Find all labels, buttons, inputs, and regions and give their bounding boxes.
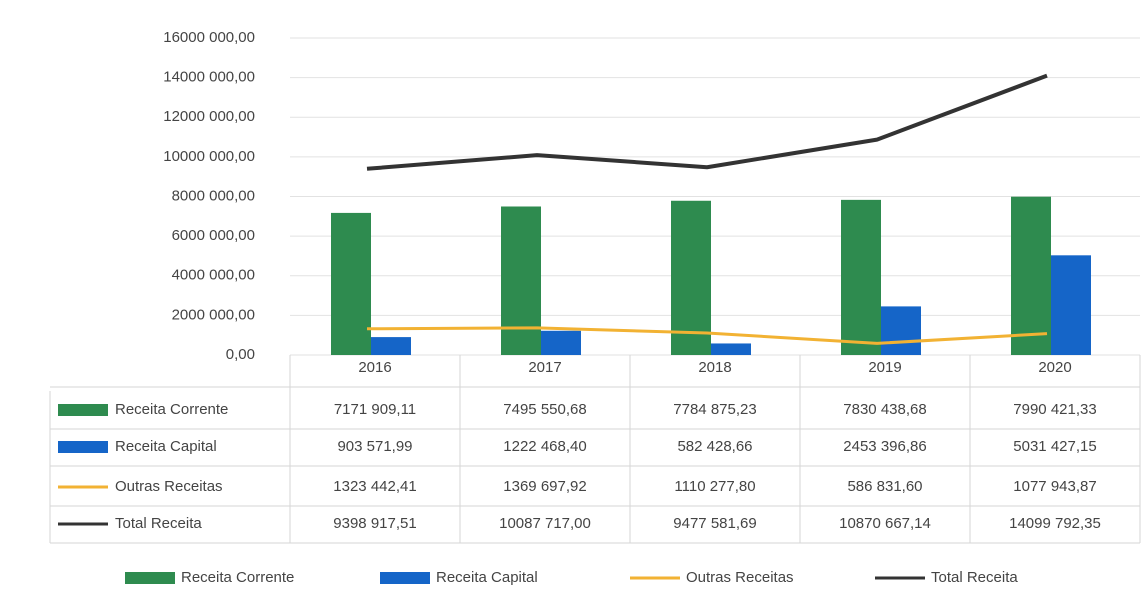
table-cell: 2453 396,86	[843, 438, 926, 455]
y-tick-label: 0,00	[226, 346, 255, 363]
legend-key	[380, 572, 430, 584]
y-tick-label: 10000 000,00	[163, 148, 255, 165]
table-cell: 1222 468,40	[503, 438, 586, 455]
legend-label: Outras Receitas	[686, 569, 794, 586]
table-cell: 7990 421,33	[1013, 401, 1096, 418]
table-cell: 9398 917,51	[333, 515, 416, 532]
table-cell: 1369 697,92	[503, 478, 586, 495]
bar	[541, 330, 581, 355]
x-tick-label: 2020	[1038, 359, 1071, 376]
table-cell: 5031 427,15	[1013, 438, 1096, 455]
table-row-label: Outras Receitas	[115, 478, 223, 495]
table-cell: 7171 909,11	[334, 401, 416, 418]
table-cell: 7784 875,23	[673, 401, 756, 418]
table-row-label: Receita Capital	[115, 438, 217, 455]
table-cell: 582 428,66	[677, 438, 752, 455]
bar	[1051, 255, 1091, 355]
y-tick-label: 12000 000,00	[163, 108, 255, 125]
line	[366, 326, 1048, 345]
x-tick-label: 2017	[528, 359, 561, 376]
y-tick-label: 2000 000,00	[172, 306, 255, 323]
bar	[841, 199, 881, 355]
table-cell: 1110 277,80	[674, 478, 755, 495]
table-cell: 903 571,99	[337, 438, 412, 455]
table-cell: 586 831,60	[847, 478, 922, 495]
table-row-label: Receita Corrente	[115, 401, 228, 418]
bar	[331, 212, 371, 355]
table-cell: 10087 717,00	[499, 515, 591, 532]
x-tick-label: 2019	[868, 359, 901, 376]
table-legend-key	[58, 441, 108, 453]
table-cell: 1077 943,87	[1013, 478, 1096, 495]
y-tick-label: 4000 000,00	[172, 267, 255, 284]
table-cell: 7495 550,68	[503, 401, 586, 418]
y-tick-label: 14000 000,00	[163, 69, 255, 86]
table-legend-key	[58, 404, 108, 416]
y-tick-label: 8000 000,00	[172, 187, 255, 204]
table-cell: 10870 667,14	[839, 515, 931, 532]
line	[366, 73, 1048, 171]
y-tick-label: 6000 000,00	[172, 227, 255, 244]
bar	[881, 306, 921, 355]
bar	[1011, 196, 1051, 355]
table-cell: 1323 442,41	[333, 478, 416, 495]
bar	[501, 206, 541, 355]
legend-key	[125, 572, 175, 584]
bar	[371, 337, 411, 355]
table-row-label: Total Receita	[115, 515, 202, 532]
table-cell: 9477 581,69	[673, 515, 756, 532]
table-cell: 14099 792,35	[1009, 515, 1101, 532]
legend-label: Total Receita	[931, 569, 1018, 586]
x-tick-label: 2018	[698, 359, 731, 376]
x-tick-label: 2016	[358, 359, 391, 376]
bar	[671, 200, 711, 355]
y-tick-label: 16000 000,00	[163, 29, 255, 46]
bar	[711, 343, 751, 355]
legend-label: Receita Corrente	[181, 569, 294, 586]
table-cell: 7830 438,68	[843, 401, 926, 418]
legend-label: Receita Capital	[436, 569, 538, 586]
